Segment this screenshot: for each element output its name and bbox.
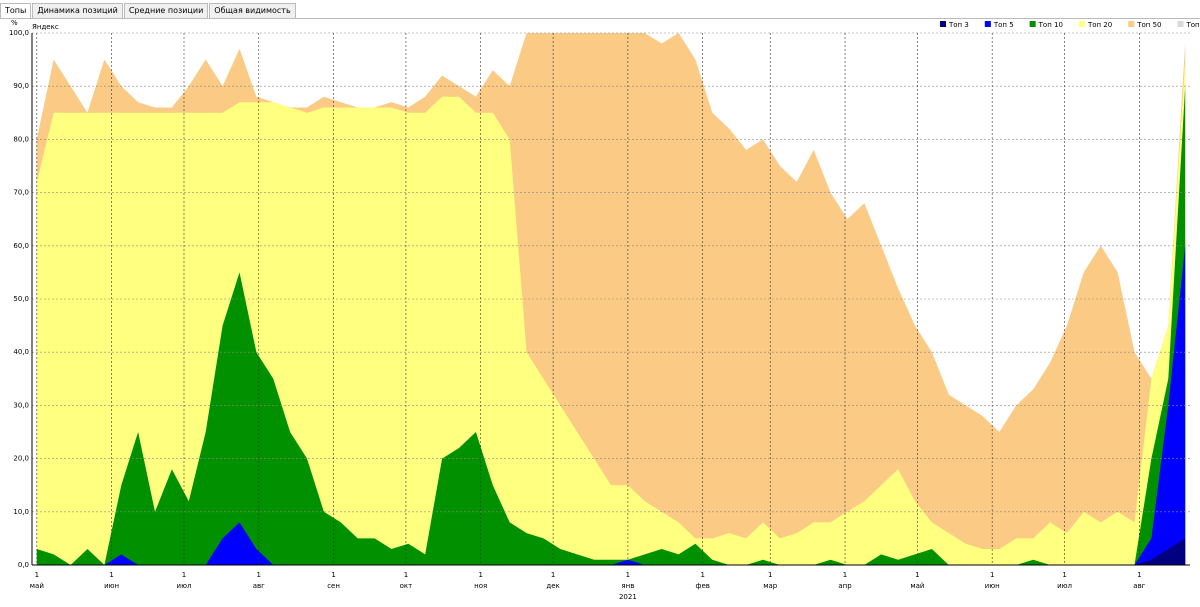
y-tick-label: 90,0 xyxy=(13,82,29,90)
x-month-label: июн xyxy=(104,582,119,590)
y-tick-label: 100,0 xyxy=(9,29,29,37)
x-month-label: дек xyxy=(546,582,559,590)
x-month-label: май xyxy=(910,582,924,590)
engine-label: Яндекс xyxy=(32,23,59,31)
y-unit: % xyxy=(11,19,18,27)
year-label: 2021 xyxy=(619,593,637,601)
tab-border xyxy=(0,18,1200,19)
x-tick-label: 1 xyxy=(915,571,919,579)
x-tick-label: 1 xyxy=(1137,571,1141,579)
area xyxy=(36,59,1186,565)
legend-swatch xyxy=(940,21,946,27)
legend-swatch xyxy=(1177,21,1184,27)
x-tick-label: 1 xyxy=(478,571,482,579)
legend-label: Топ 20 xyxy=(1087,21,1112,29)
legend-swatch xyxy=(984,21,991,27)
x-tick-label: 1 xyxy=(626,571,630,579)
legend-label: Топ 100 xyxy=(1186,21,1200,29)
x-tick-label: 1 xyxy=(990,571,994,579)
area xyxy=(36,86,1186,565)
x-tick-label: 1 xyxy=(182,571,186,579)
tab[interactable]: Общая видимость xyxy=(209,3,296,18)
legend-label: Топ 5 xyxy=(993,21,1014,29)
y-tick-label: 80,0 xyxy=(13,135,29,143)
tab[interactable]: Топы xyxy=(0,3,32,18)
legend-swatch xyxy=(1029,21,1036,27)
legend-swatch xyxy=(1128,21,1135,27)
x-month-label: ноя xyxy=(474,582,487,590)
x-month-label: мар xyxy=(763,582,778,590)
x-month-label: фев xyxy=(695,582,709,590)
x-tick-label: 1 xyxy=(257,571,261,579)
legend-label: Топ 3 xyxy=(948,21,969,29)
x-tick-label: 1 xyxy=(551,571,555,579)
x-tick-label: 1 xyxy=(35,571,39,579)
legend-swatch xyxy=(1078,21,1085,27)
tabs: Топы Динамика позиций Средние позиции Об… xyxy=(0,3,297,18)
x-month-label: июл xyxy=(177,582,192,590)
y-tick-label: 0,0 xyxy=(18,561,29,569)
y-tick-label: 40,0 xyxy=(13,348,29,356)
x-tick-label: 1 xyxy=(1062,571,1066,579)
x-month-label: сен xyxy=(327,582,340,590)
x-tick-label: 1 xyxy=(700,571,704,579)
x-month-label: апр xyxy=(838,582,852,590)
tab[interactable]: Динамика позиций xyxy=(32,3,123,18)
tab[interactable]: Средние позиции xyxy=(123,3,209,18)
y-tick-label: 10,0 xyxy=(13,508,29,516)
x-month-label: май xyxy=(30,582,44,590)
x-tick-label: 1 xyxy=(109,571,113,579)
y-tick-label: 60,0 xyxy=(13,242,29,250)
x-tick-label: 1 xyxy=(404,571,408,579)
x-month-label: янв xyxy=(621,582,634,590)
x-month-label: авг xyxy=(1133,582,1145,590)
x-month-label: июл xyxy=(1057,582,1072,590)
x-month-label: окт xyxy=(400,582,413,590)
x-month-label: авг xyxy=(253,582,265,590)
y-tick-label: 30,0 xyxy=(13,401,29,409)
legend-label: Топ 10 xyxy=(1038,21,1063,29)
x-tick-label: 1 xyxy=(843,571,847,579)
x-tick-label: 1 xyxy=(768,571,772,579)
y-tick-label: 50,0 xyxy=(13,295,29,303)
y-tick-label: 20,0 xyxy=(13,455,29,463)
y-tick-label: 70,0 xyxy=(13,189,29,197)
x-tick-label: 1 xyxy=(331,571,335,579)
x-month-label: июн xyxy=(985,582,1000,590)
legend-label: Топ 50 xyxy=(1136,21,1161,29)
